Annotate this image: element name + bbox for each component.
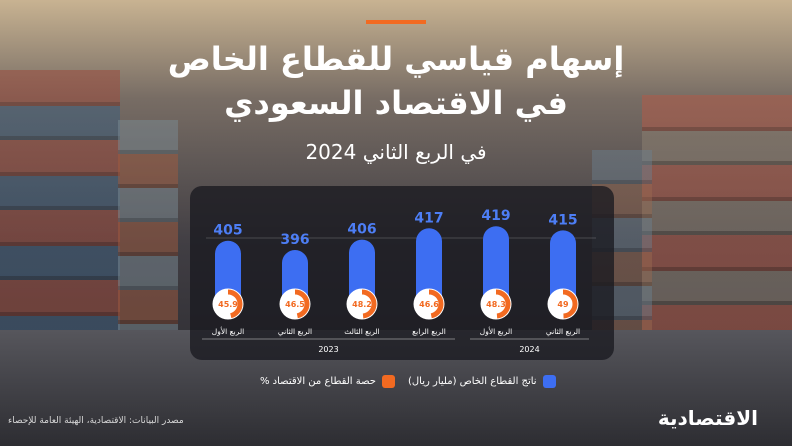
bar-value-label: 396 bbox=[280, 232, 309, 248]
year-label: 2023 bbox=[318, 345, 338, 354]
donut-share-label: 48.3 bbox=[486, 300, 506, 309]
bar-value-label: 405 bbox=[213, 223, 242, 239]
donut-share-arc bbox=[414, 289, 444, 319]
category-label: الربع الثاني bbox=[546, 327, 580, 336]
brand-logo: الاقتصادية bbox=[657, 406, 758, 430]
category-label: الربع الأول bbox=[480, 326, 512, 336]
container-stack-left-back bbox=[118, 120, 178, 330]
category-label: الربع الثالث bbox=[344, 327, 380, 336]
title-line-1: إسهام قياسي للقطاع الخاص bbox=[167, 40, 625, 78]
subtitle: في الربع الثاني 2024 bbox=[305, 140, 487, 164]
container-stack-right bbox=[642, 95, 792, 330]
category-label: الربع الأول bbox=[212, 326, 244, 336]
legend-share-label: حصة القطاع من الاقتصاد % bbox=[260, 376, 376, 387]
bar-value-label: 406 bbox=[347, 222, 376, 238]
legend-gdp-label: ناتج القطاع الخاص (مليار ريال) bbox=[408, 376, 537, 387]
donut-share-label: 46.5 bbox=[285, 300, 305, 309]
donut-share-arc bbox=[481, 289, 511, 319]
category-label: الربع الرابع bbox=[412, 327, 446, 336]
category-label: الربع الثاني bbox=[278, 327, 312, 336]
donut-share-label: 48.2 bbox=[352, 300, 372, 309]
bar-value-label: 417 bbox=[414, 210, 443, 226]
donut-share-arc bbox=[213, 289, 243, 319]
year-label: 2024 bbox=[519, 345, 539, 354]
donut-share-arc bbox=[280, 289, 310, 319]
source-note: مصدر البيانات: الاقتصادية، الهيئة العامة… bbox=[8, 416, 184, 426]
legend-share-swatch bbox=[381, 375, 395, 388]
title-line-2: في الاقتصاد السعودي bbox=[224, 84, 568, 122]
donut-share-arc bbox=[347, 289, 377, 319]
bar-value-label: 415 bbox=[548, 212, 577, 228]
legend-gdp-swatch bbox=[542, 375, 556, 388]
legend-gdp: ناتج القطاع الخاص (مليار ريال) bbox=[408, 375, 556, 388]
bar-gdp bbox=[416, 228, 442, 308]
container-stack-left bbox=[0, 70, 120, 330]
accent-bar bbox=[366, 20, 426, 24]
donut-share-label: 49 bbox=[557, 300, 569, 309]
bar-gdp bbox=[550, 230, 576, 308]
donut-share-label: 46.6 bbox=[419, 300, 439, 309]
chart-svg: 405 45.9 الربع الأول 396 46.5 الربع الثاني 406… bbox=[202, 208, 596, 354]
legend-share: حصة القطاع من الاقتصاد % bbox=[260, 375, 395, 388]
donut-share-arc bbox=[548, 289, 578, 319]
bar-value-label: 419 bbox=[481, 208, 510, 224]
chart-panel: 405 45.9 الربع الأول 396 46.5 الربع الثاني 406… bbox=[190, 186, 614, 360]
donut-share-label: 45.9 bbox=[218, 300, 238, 309]
bar-gdp bbox=[483, 226, 509, 308]
